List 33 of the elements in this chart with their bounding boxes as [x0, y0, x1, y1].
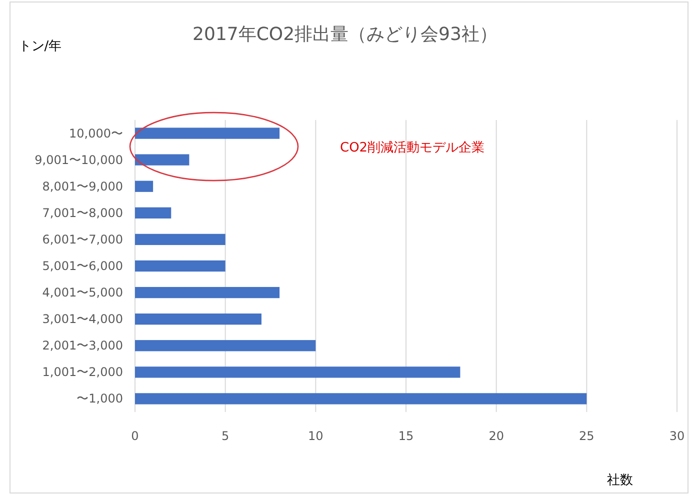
- y-tick-label: 1,001〜2,000: [42, 365, 123, 380]
- bar: [135, 207, 172, 218]
- y-tick-label: 〜1,000: [76, 392, 123, 406]
- x-tick-label: 15: [398, 429, 414, 443]
- y-tick-label: 10,000〜: [69, 126, 123, 140]
- x-tick-label: 0: [131, 429, 139, 443]
- text: トン/年: [18, 39, 62, 54]
- bar: [135, 366, 460, 378]
- bar: [135, 128, 280, 139]
- annotation: CO2削減活動モデル企業: [340, 140, 485, 156]
- y-tick-label: 8,001〜9,000: [42, 179, 123, 194]
- bar: [135, 340, 316, 352]
- bar: [135, 393, 587, 404]
- bar: [135, 180, 154, 192]
- chart-title: 2017年CO2排出量（みどり会93社）: [192, 24, 498, 45]
- y-tick-label: 5,001〜6,000: [42, 259, 123, 273]
- x-tick-label: 20: [488, 429, 504, 443]
- y-tick-label: 9,001〜10,000: [34, 152, 123, 167]
- x-axis-title: 社数: [607, 473, 633, 488]
- y-tick-label: 6,001〜7,000: [42, 232, 123, 246]
- x-tick-label: 5: [222, 429, 230, 443]
- bar: [135, 154, 190, 166]
- x-tick-label: 25: [579, 429, 594, 443]
- bar: [135, 286, 280, 298]
- bar: [135, 234, 226, 246]
- x-tick-label: 10: [308, 429, 324, 443]
- bar: [135, 314, 262, 325]
- y-tick-label: 4,001〜5,000: [42, 286, 123, 300]
- x-tick-label: 30: [669, 429, 685, 443]
- bar: [135, 260, 226, 272]
- y-tick-label: 3,001〜4,000: [42, 312, 123, 326]
- y-tick-label: 7,001〜8,000: [42, 206, 123, 220]
- y-tick-label: 2,001〜3,000: [42, 338, 123, 353]
